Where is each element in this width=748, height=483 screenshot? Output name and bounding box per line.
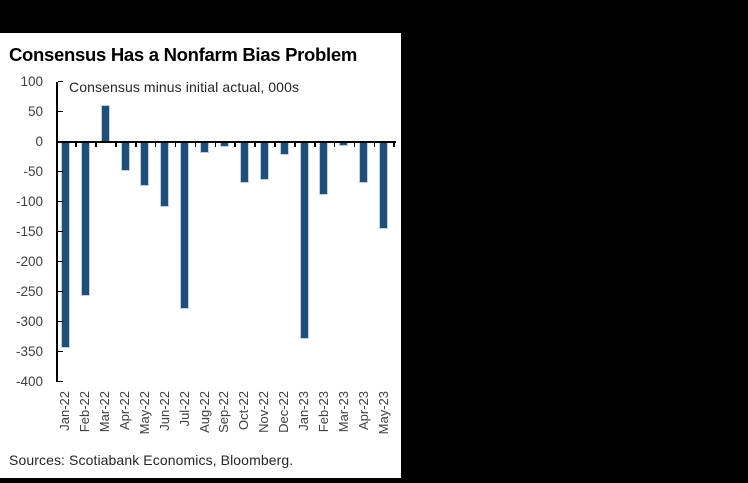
chart-title: Consensus Has a Nonfarm Bias Problem <box>9 44 357 65</box>
bar-may-23 <box>380 141 388 228</box>
x-axis-tick-3 <box>115 142 117 147</box>
y-axis-label--350: -350 <box>15 343 43 359</box>
y-axis-label--150: -150 <box>15 223 43 239</box>
x-axis-label-jun-22: Jun-22 <box>156 391 172 431</box>
bar-sep-22 <box>220 141 228 147</box>
bottom-black-bar <box>0 478 748 483</box>
x-axis-tick-11 <box>274 142 276 147</box>
x-axis-tick-12 <box>294 142 296 147</box>
x-axis-label-may-23: May-23 <box>375 391 391 435</box>
x-axis-tick-2 <box>95 142 97 147</box>
bar-mar-23 <box>340 141 348 146</box>
bar-nov-22 <box>260 141 268 180</box>
x-axis-tick-13 <box>313 142 316 147</box>
x-axis-tick-16 <box>373 142 376 147</box>
bar-feb-22 <box>81 141 89 295</box>
sources-note: Sources: Scotiabank Economics, Bloomberg… <box>9 452 294 468</box>
y-axis-line <box>55 81 58 382</box>
y-axis-label-50: 50 <box>27 103 43 119</box>
plot-area: 100 50 0 -50 -100 -150 -200 -250 -300 -350 -400 Jan… <box>15 73 396 435</box>
y-axis-label--200: -200 <box>15 253 43 269</box>
bar-dec-22 <box>280 141 288 154</box>
bar-apr-22 <box>121 141 129 171</box>
y-axis-tick-50 <box>57 110 63 113</box>
x-axis-tick-9 <box>234 142 236 147</box>
x-axis-tick-0 <box>55 142 58 147</box>
x-axis-tick-5 <box>154 142 157 147</box>
x-axis-label-feb-22: Feb-22 <box>77 391 93 433</box>
y-axis-label-0: 0 <box>35 133 43 149</box>
y-axis-tick--400 <box>57 380 63 383</box>
y-axis-tick--200 <box>57 260 63 263</box>
x-axis-line <box>55 140 396 143</box>
bar-mar-22 <box>101 106 109 142</box>
y-axis-label--250: -250 <box>15 283 43 299</box>
x-axis-label-apr-22: Apr-22 <box>117 391 133 431</box>
x-axis-label-jul-22: Jul-22 <box>176 391 192 427</box>
chart-subtitle: Consensus minus initial actual, 000s <box>69 79 300 95</box>
y-axis-label-100: 100 <box>20 73 43 89</box>
x-axis-tick-10 <box>254 142 256 147</box>
bar-jan-22 <box>61 141 69 347</box>
x-axis-label-aug-22: Aug-22 <box>196 391 212 433</box>
bar-jun-22 <box>161 141 169 206</box>
x-axis-tick-4 <box>135 142 137 147</box>
y-axis-tick--50 <box>57 170 63 173</box>
x-axis-tick-8 <box>214 142 217 147</box>
y-axis-tick--100 <box>57 200 63 203</box>
bar-jan-23 <box>300 141 308 339</box>
bar-jul-22 <box>181 141 189 309</box>
right-black-area <box>401 0 748 483</box>
x-axis-tick-1 <box>75 142 77 147</box>
y-axis-tick--150 <box>57 230 63 233</box>
x-axis-label-oct-22: Oct-22 <box>236 391 252 431</box>
x-axis-tick-15 <box>353 142 356 147</box>
y-axis-tick--250 <box>57 290 63 293</box>
y-axis-tick--300 <box>57 320 63 323</box>
x-axis-label-nov-22: Nov-22 <box>256 391 272 433</box>
x-axis-label-feb-23: Feb-23 <box>315 391 331 433</box>
bar-feb-23 <box>320 141 328 194</box>
bar-apr-23 <box>360 141 368 183</box>
x-axis-label-apr-23: Apr-23 <box>355 391 371 431</box>
y-axis-label--100: -100 <box>15 193 43 209</box>
y-axis-tick--350 <box>57 350 63 353</box>
x-axis-label-jan-22: Jan-22 <box>57 391 73 431</box>
x-axis-label-may-22: May-22 <box>136 391 152 435</box>
x-axis-tick-7 <box>194 142 197 147</box>
y-axis-label--50: -50 <box>23 163 43 179</box>
x-axis-label-sep-22: Sep-22 <box>216 391 232 433</box>
x-axis-label-mar-22: Mar-22 <box>97 391 113 433</box>
y-axis-label--400: -400 <box>15 373 43 389</box>
bar-aug-22 <box>201 141 209 152</box>
x-axis-tick-6 <box>174 142 177 147</box>
x-axis-tick-17 <box>393 142 396 147</box>
y-axis-label--300: -300 <box>15 313 43 329</box>
x-axis-tick-14 <box>333 142 336 147</box>
bar-may-22 <box>141 141 149 185</box>
x-axis-label-mar-23: Mar-23 <box>335 391 351 433</box>
x-axis-label-dec-22: Dec-22 <box>276 391 292 433</box>
y-axis-tick-100 <box>57 80 63 83</box>
bar-oct-22 <box>240 141 248 183</box>
x-axis-label-jan-23: Jan-23 <box>296 391 311 431</box>
